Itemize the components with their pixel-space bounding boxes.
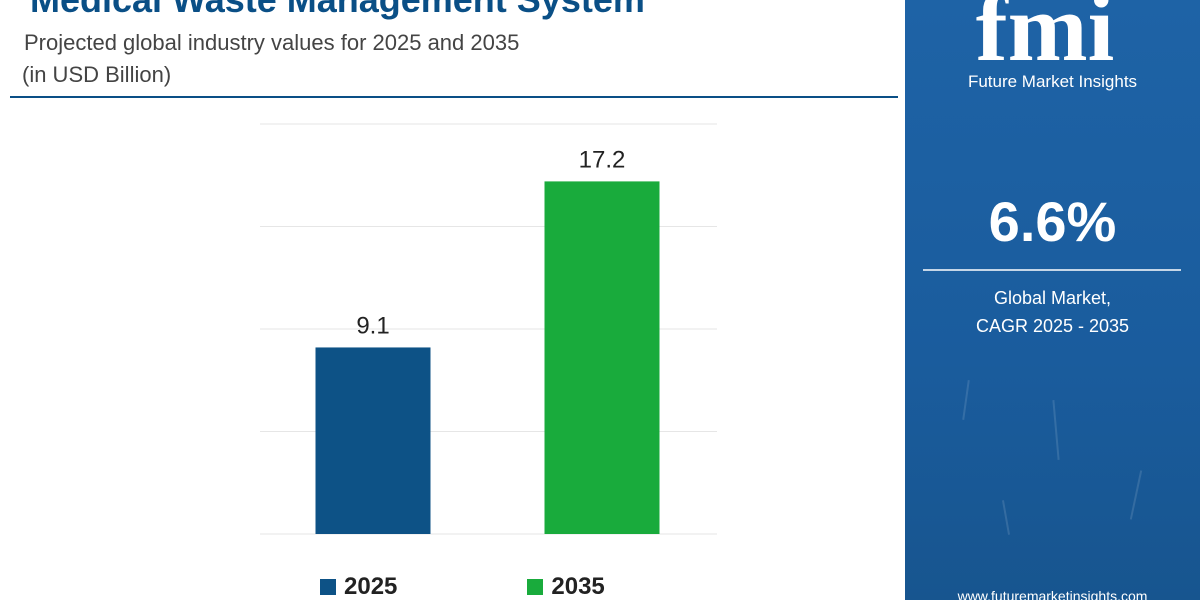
cagr-value: 6.6% [988,190,1117,253]
fmi-logo-text: fmi [976,0,1115,68]
website-link[interactable]: www.futuremarketinsights.com [957,588,1148,600]
sidebar-panel: fmi Future Market Insights 6.6% Global M… [905,0,1200,600]
legend-label-2035: 2035 [551,573,605,600]
data-label-2025: 9.1 [356,312,389,339]
chart-legend: 2025 2035 [320,572,605,600]
data-label-2035: 17.2 [579,146,626,173]
brand-name: Future Market Insights [967,72,1138,91]
chart-subtitle: Projected global industry values for 202… [24,30,520,55]
chart-card: Medical Waste Management System Projecte… [0,0,905,600]
cagr-divider [923,269,1181,271]
legend-item-2035: 2035 [527,572,605,600]
cagr-label-market: Global Market, [993,288,1112,308]
chart-unit: (in USD Billion) [22,62,172,87]
bar-2035 [544,181,660,534]
cagr-label-period: CAGR 2025 - 2035 [975,316,1130,336]
legend-item-2025: 2025 [320,572,397,600]
bar-2025 [315,347,431,534]
legend-swatch-2035 [527,579,544,595]
legend-label-2025: 2025 [344,573,398,600]
bar-chart: 9.1 17.2 [260,123,717,535]
title-divider [10,96,898,98]
legend-swatch-2025 [320,579,336,595]
chart-title: Medical Waste Management System [30,0,645,18]
fmi-logo: fmi [976,0,1115,68]
